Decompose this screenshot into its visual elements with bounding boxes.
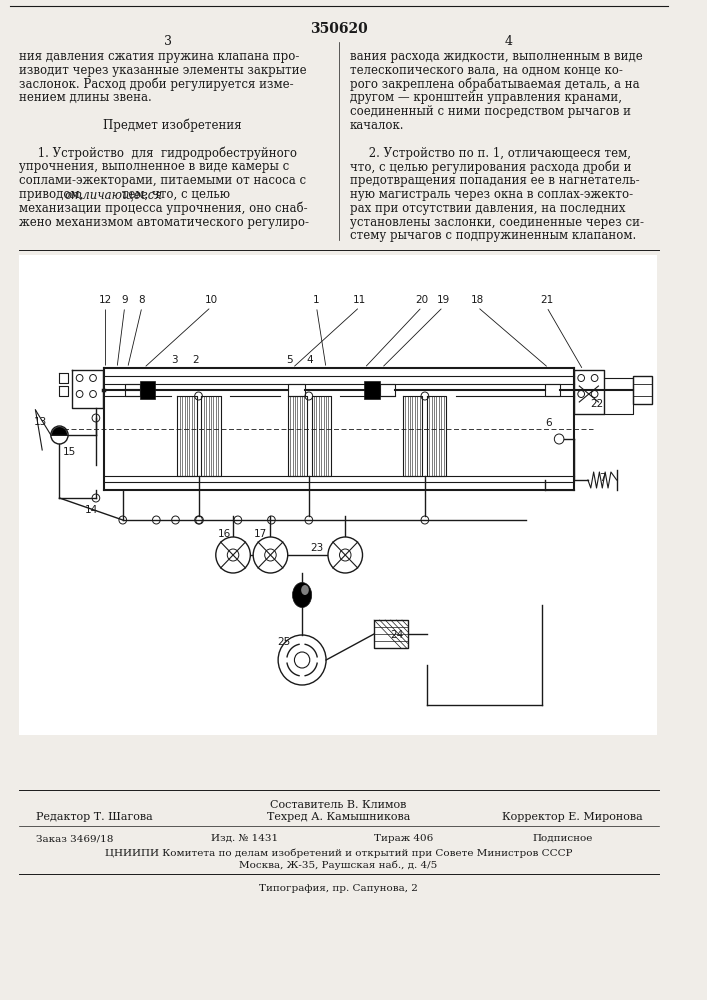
Wedge shape <box>52 427 67 435</box>
Text: упрочнения, выполненное в виде камеры с: упрочнения, выполненное в виде камеры с <box>19 160 289 173</box>
Bar <box>124 384 140 396</box>
Text: предотвращения попадания ее в нагнетатель-: предотвращения попадания ее в нагнетател… <box>350 174 640 187</box>
Text: нением длины звена.: нением длины звена. <box>19 91 152 104</box>
Text: 10: 10 <box>204 295 218 305</box>
Text: 22: 22 <box>590 399 603 409</box>
Text: Подписное: Подписное <box>532 834 592 843</box>
Text: 25: 25 <box>277 637 291 647</box>
Text: 16: 16 <box>218 529 231 539</box>
Text: 21: 21 <box>540 295 554 305</box>
Text: 4: 4 <box>306 355 313 365</box>
Bar <box>288 384 305 396</box>
Text: 23: 23 <box>310 543 323 553</box>
Text: 7: 7 <box>599 473 606 483</box>
Text: Заказ 3469/18: Заказ 3469/18 <box>37 834 114 843</box>
Bar <box>380 384 395 396</box>
Text: 2. Устройство по п. 1, отличающееся тем,: 2. Устройство по п. 1, отличающееся тем, <box>350 147 631 160</box>
Text: заслонок. Расход дроби регулируется изме-: заслонок. Расход дроби регулируется изме… <box>19 78 294 91</box>
Text: 24: 24 <box>390 630 404 640</box>
Text: 18: 18 <box>471 295 484 305</box>
Text: другом — кронштейн управления кранами,: другом — кронштейн управления кранами, <box>350 91 622 104</box>
Text: 11: 11 <box>353 295 366 305</box>
Text: 17: 17 <box>255 529 267 539</box>
Text: 6: 6 <box>545 418 552 428</box>
Text: 19: 19 <box>436 295 450 305</box>
Text: 4: 4 <box>504 35 513 48</box>
Circle shape <box>328 537 363 573</box>
Text: жено механизмом автоматического регулиро-: жено механизмом автоматического регулиро… <box>19 216 309 229</box>
Text: 12: 12 <box>99 295 112 305</box>
Text: установлены заслонки, соединенные через си-: установлены заслонки, соединенные через … <box>350 216 644 229</box>
Text: 3: 3 <box>171 355 178 365</box>
Text: Корректор Е. Миронова: Корректор Е. Миронова <box>502 812 643 822</box>
Circle shape <box>216 537 250 573</box>
Text: отличающееся: отличающееся <box>64 188 162 201</box>
Text: ЦНИИПИ Комитета по делам изобретений и открытий при Совете Министров СССР: ЦНИИПИ Комитета по делам изобретений и о… <box>105 848 572 857</box>
Text: Техред А. Камышникова: Техред А. Камышникова <box>267 812 410 822</box>
Text: 1: 1 <box>313 295 320 305</box>
Bar <box>374 620 408 648</box>
Text: стему рычагов с подпружиненным клапаном.: стему рычагов с подпружиненным клапаном. <box>350 229 636 242</box>
Text: соединенный с ними посредством рычагов и: соединенный с ними посредством рычагов и <box>350 105 631 118</box>
Text: механизации процесса упрочнения, оно снаб-: механизации процесса упрочнения, оно сна… <box>19 202 308 215</box>
Text: что, с целью регулирования расхода дроби и: что, с целью регулирования расхода дроби… <box>350 160 631 174</box>
Text: 350620: 350620 <box>310 22 368 36</box>
Text: 1. Устройство  для  гидродробеструйного: 1. Устройство для гидродробеструйного <box>19 147 297 160</box>
Text: Составитель В. Климов: Составитель В. Климов <box>270 800 407 810</box>
Text: тем, что, с целью: тем, что, с целью <box>118 188 230 201</box>
Text: Типография, пр. Сапунова, 2: Типография, пр. Сапунова, 2 <box>259 884 418 893</box>
Bar <box>633 376 652 404</box>
Bar <box>140 381 156 399</box>
Text: Москва, Ж-35, Раушская наб., д. 4/5: Москва, Ж-35, Раушская наб., д. 4/5 <box>240 860 438 869</box>
Text: изводит через указанные элементы закрытие: изводит через указанные элементы закрыти… <box>19 64 307 77</box>
Text: Предмет изобретения: Предмет изобретения <box>103 119 242 132</box>
Text: 9: 9 <box>122 295 128 305</box>
Text: рого закреплена обрабатываемая деталь, а на: рого закреплена обрабатываемая деталь, а… <box>350 78 640 91</box>
Text: 14: 14 <box>84 505 98 515</box>
Bar <box>544 384 560 396</box>
Text: 20: 20 <box>416 295 428 305</box>
Text: 3: 3 <box>164 35 172 48</box>
Ellipse shape <box>293 582 312 607</box>
Circle shape <box>253 537 288 573</box>
Text: рах при отсутствии давления, на последних: рах при отсутствии давления, на последни… <box>350 202 626 215</box>
Text: 15: 15 <box>62 447 76 457</box>
Bar <box>364 381 380 399</box>
Text: приводом,: приводом, <box>19 188 87 201</box>
Text: Изд. № 1431: Изд. № 1431 <box>211 834 278 843</box>
Text: вания расхода жидкости, выполненным в виде: вания расхода жидкости, выполненным в ви… <box>350 50 643 63</box>
Text: соплами-эжекторами, питаемыми от насоса с: соплами-эжекторами, питаемыми от насоса … <box>19 174 306 187</box>
Text: Тираж 406: Тираж 406 <box>374 834 433 843</box>
Text: ния давления сжатия пружина клапана про-: ния давления сжатия пружина клапана про- <box>19 50 300 63</box>
Text: 2: 2 <box>192 355 199 365</box>
Text: 5: 5 <box>286 355 293 365</box>
Bar <box>19 255 657 735</box>
Text: Редактор Т. Шагова: Редактор Т. Шагова <box>37 812 153 822</box>
Text: качалок.: качалок. <box>350 119 404 132</box>
Ellipse shape <box>301 585 309 595</box>
Text: 13: 13 <box>34 417 47 427</box>
Text: 8: 8 <box>139 295 145 305</box>
Text: ную магистраль через окна в соплах-эжекто-: ную магистраль через окна в соплах-эжект… <box>350 188 633 201</box>
Text: телескопического вала, на одном конце ко-: телескопического вала, на одном конце ко… <box>350 64 623 77</box>
